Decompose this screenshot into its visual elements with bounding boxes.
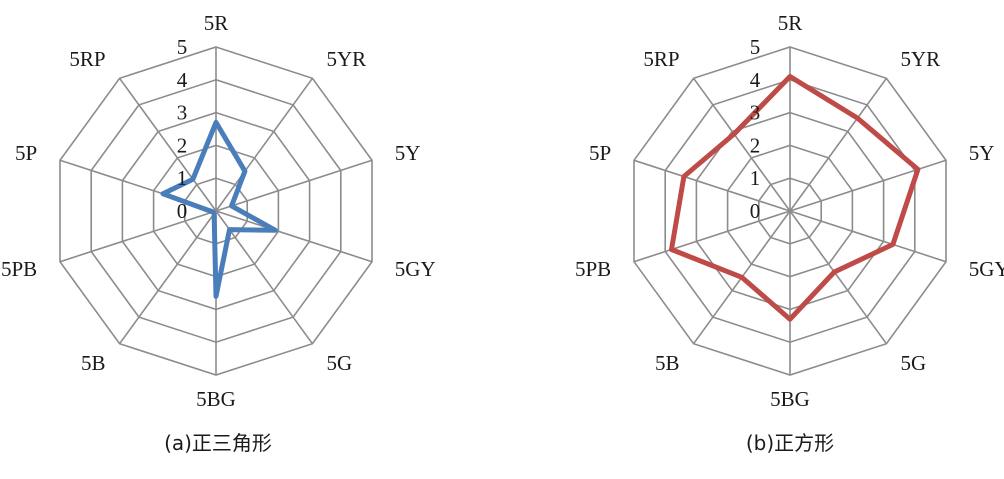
category-label: 5PB <box>575 257 611 281</box>
axis-spoke <box>215 159 373 212</box>
axis-spoke <box>692 77 791 212</box>
category-label: 5Y <box>395 141 421 165</box>
caption-a: (a)正三角形 <box>164 431 272 455</box>
axis-spoke <box>59 210 217 263</box>
axis-spoke <box>215 77 314 212</box>
category-label: 5YR <box>327 47 367 71</box>
caption-b: (b)正方形 <box>745 431 835 455</box>
axis-spoke <box>789 210 888 345</box>
category-label: 5PB <box>1 257 37 281</box>
tick-label: 4 <box>750 68 761 92</box>
category-label: 5BG <box>196 387 236 411</box>
tick-label: 5 <box>750 35 761 59</box>
category-label: 5RP <box>69 47 105 71</box>
category-label: 5GY <box>395 257 436 281</box>
category-label: 5GY <box>969 257 1004 281</box>
category-label: 5RP <box>643 47 679 71</box>
category-label: 5G <box>327 351 353 375</box>
category-label: 5Y <box>969 141 995 165</box>
category-label: 5R <box>204 11 229 35</box>
category-label: 5YR <box>901 47 941 71</box>
axis-spoke <box>118 77 217 212</box>
tick-label: 0 <box>177 199 188 223</box>
category-label: 5BG <box>770 387 810 411</box>
tick-label: 2 <box>177 133 188 157</box>
tick-label: 3 <box>177 101 188 125</box>
tick-label: 4 <box>177 68 188 92</box>
category-label: 5B <box>655 351 680 375</box>
axis-spoke <box>789 210 947 263</box>
tick-label: 2 <box>750 133 761 157</box>
axis-spoke <box>633 210 791 263</box>
radar-chart-b: 0 1 2 3 4 5 5R 5YR 5Y 5GY 5G 5BG 5B 5PB 5P 5RP <box>575 11 1004 411</box>
axis-spoke <box>789 159 947 212</box>
category-label: 5P <box>589 141 611 165</box>
axis-spoke <box>789 77 888 212</box>
tick-label: 5 <box>177 35 188 59</box>
tick-label: 0 <box>750 199 761 223</box>
radar-chart-a: 0 1 2 3 4 5 5R 5YR 5Y 5GY 5G 5BG 5B 5PB 5P 5RP <box>1 11 436 411</box>
tick-label: 1 <box>750 166 761 190</box>
axis-spoke <box>215 210 314 345</box>
category-label: 5B <box>81 351 106 375</box>
category-label: 5G <box>901 351 927 375</box>
tick-label: 3 <box>750 101 761 125</box>
tick-label: 1 <box>177 166 188 190</box>
axis-spoke <box>118 210 217 345</box>
category-label: 5P <box>15 141 37 165</box>
series-line <box>669 74 921 322</box>
axis-spoke <box>633 159 791 212</box>
axis-spoke <box>215 210 373 263</box>
category-label: 5R <box>778 11 803 35</box>
